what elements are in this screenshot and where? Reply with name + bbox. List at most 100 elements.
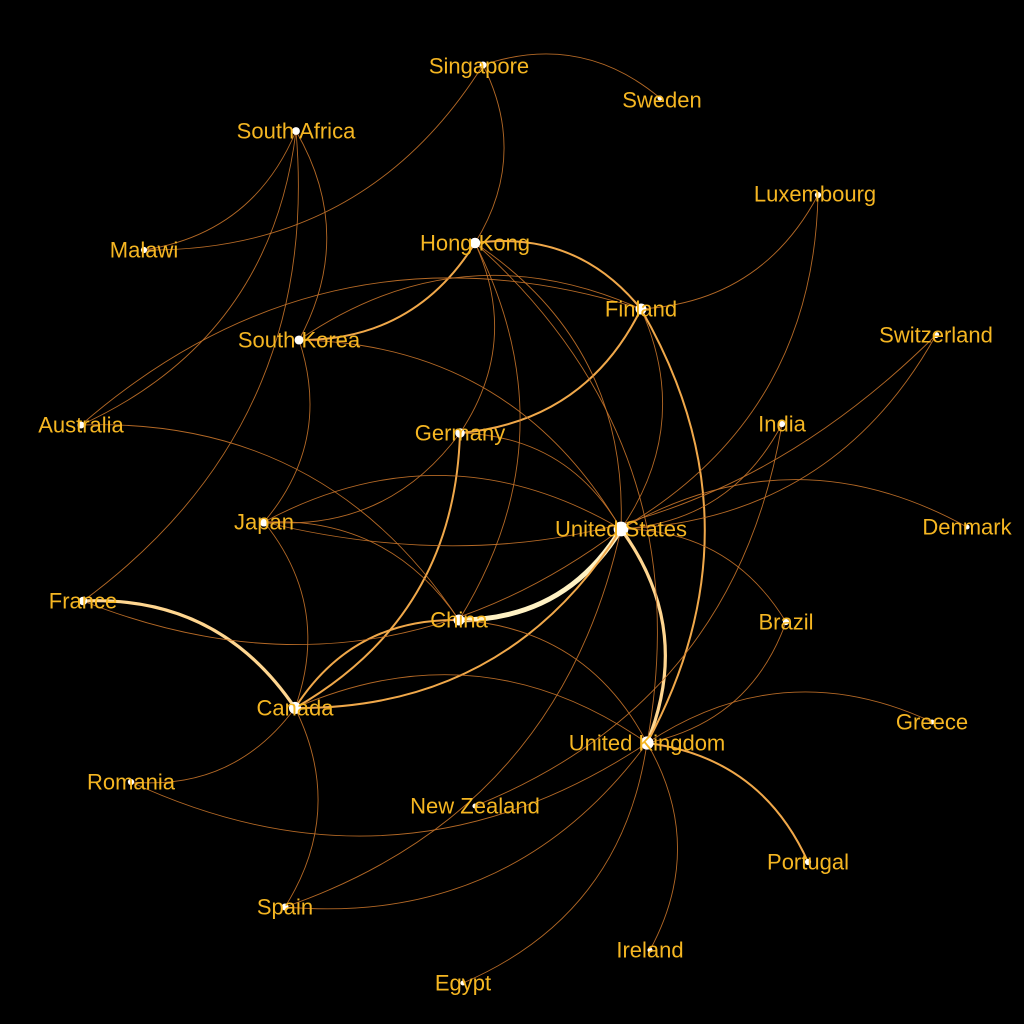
edge-canada-china (294, 618, 460, 709)
node-label-portugal: Portugal (767, 850, 849, 875)
edge-singapore-sweden (482, 53, 661, 99)
edge-luxembourg-finland (640, 194, 819, 310)
edge-india-united-states (620, 423, 783, 530)
edge-germany-japan (263, 432, 461, 524)
edge-china-united-kingdom (458, 619, 648, 744)
node-japan (259, 517, 269, 527)
label-layer: Singapore Sweden South Africa Luxembourg Mal… (38, 54, 1012, 996)
node-luxembourg (814, 191, 822, 199)
node-egypt (460, 980, 466, 986)
node-label-brazil: Brazil (758, 610, 813, 635)
node-united-states (613, 521, 629, 537)
node-label-united-kingdom: United Kingdom (569, 731, 726, 756)
node-romania (127, 778, 135, 786)
edge-hong-kong-south-korea (298, 242, 476, 342)
node-label-greece: Greece (896, 710, 968, 735)
edge-hong-kong-finland (474, 240, 642, 310)
node-label-south-korea: South Korea (238, 328, 361, 353)
node-china (453, 614, 465, 626)
node-singapore (479, 61, 487, 69)
node-label-sweden: Sweden (622, 88, 702, 113)
node-label-japan: Japan (234, 510, 294, 535)
node-australia (77, 421, 85, 429)
edge-india-new-zealand (474, 423, 783, 807)
node-finland (635, 303, 647, 315)
node-label-india: India (758, 412, 806, 437)
edge-switzerland-japan (263, 334, 937, 547)
edge-united-kingdom-spain (284, 742, 648, 910)
edge-south-korea-united-states (298, 339, 622, 530)
edge-united-kingdom-egypt (462, 742, 648, 984)
node-label-united-states: United States (555, 517, 687, 542)
node-label-australia: Australia (38, 413, 124, 438)
node-label-canada: Canada (256, 696, 334, 721)
node-germany (455, 428, 465, 438)
node-label-malawi: Malawi (110, 238, 178, 263)
node-south-africa (292, 127, 300, 135)
edge-united-states-brazil (620, 528, 787, 623)
edge-united-states-spain (284, 528, 622, 908)
edge-south-korea-finland (298, 274, 642, 341)
edge-united-kingdom-greece (646, 691, 933, 744)
edge-united-kingdom-ireland (646, 742, 678, 951)
node-denmark (964, 524, 970, 530)
node-label-ireland: Ireland (616, 938, 683, 963)
edge-united-states-canada (294, 528, 622, 710)
node-malawi (140, 246, 148, 254)
node-label-romania: Romania (87, 770, 176, 795)
node-label-hong-kong: Hong Kong (420, 231, 530, 256)
edge-canada-spain (284, 707, 319, 908)
node-label-switzerland: Switzerland (879, 323, 993, 348)
node-switzerland (932, 331, 940, 339)
edge-hong-kong-germany (459, 242, 495, 434)
node-ireland (647, 947, 653, 953)
edge-singapore-hong-kong (474, 64, 505, 244)
edge-japan-china (263, 521, 460, 621)
edge-south-korea-japan (263, 339, 311, 523)
node-south-korea (294, 335, 304, 345)
edge-united-states-france (82, 528, 622, 645)
node-label-luxembourg: Luxembourg (754, 182, 876, 207)
node-spain (281, 903, 289, 911)
node-label-germany: Germany (415, 421, 505, 446)
edge-singapore-malawi (143, 64, 484, 251)
node-label-china: China (430, 608, 488, 633)
edge-south-africa-australia (80, 130, 297, 426)
edge-australia-china (80, 424, 460, 621)
edge-finland-united-kingdom (640, 308, 706, 744)
node-india (778, 420, 786, 428)
edge-united-states-united-kingdom (619, 527, 667, 745)
edge-france-canada (81, 599, 297, 710)
edge-germany-canada (294, 432, 461, 709)
edge-finland-united-states (620, 308, 664, 530)
edge-hong-kong-united-kingdom (474, 242, 658, 744)
node-label-finland: Finland (605, 297, 677, 322)
node-label-spain: Spain (257, 895, 313, 920)
edge-canada-united-kingdom (294, 674, 648, 744)
edge-south-africa-south-korea (295, 130, 328, 341)
edge-australia-finland (80, 277, 642, 426)
node-layer (77, 61, 970, 986)
node-label-south-africa: South Africa (237, 119, 356, 144)
edge-south-africa-france (82, 130, 299, 602)
node-label-new-zealand: New Zealand (410, 794, 540, 819)
node-brazil (782, 618, 790, 626)
edge-layer (80, 53, 968, 984)
edge-finland-germany (459, 308, 642, 434)
edge-united-states-denmark (620, 479, 968, 530)
edge-japan-united-states (263, 475, 622, 530)
node-portugal (804, 858, 812, 866)
node-new-zealand (472, 803, 478, 809)
edge-united-kingdom-portugal (646, 742, 809, 863)
edge-united-kingdom-romania (130, 742, 648, 837)
node-label-france: France (49, 589, 117, 614)
edge-luxembourg-united-states (620, 194, 819, 530)
edge-south-africa-malawi (143, 130, 297, 251)
node-united-kingdom (640, 736, 654, 750)
node-sweden (657, 95, 663, 101)
edge-canada-romania (130, 707, 296, 784)
node-label-singapore: Singapore (429, 54, 529, 79)
edge-hong-kong-china (458, 242, 521, 621)
